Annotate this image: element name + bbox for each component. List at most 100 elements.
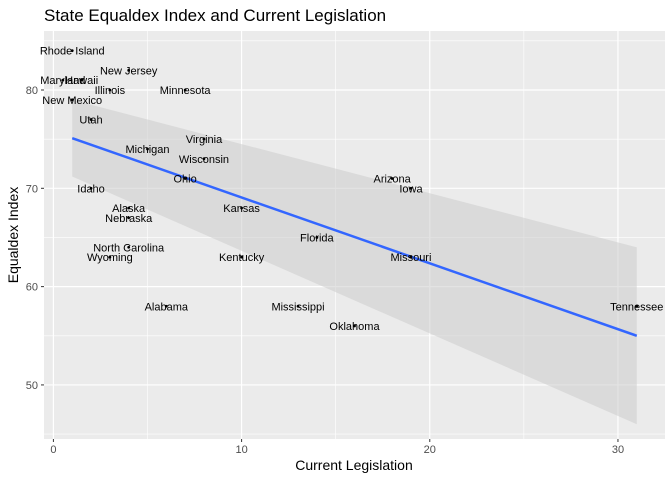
point-label: Rhode Island: [40, 46, 105, 58]
point-label: North Carolina: [93, 242, 165, 254]
point-rhode-island: Rhode Island: [40, 46, 105, 58]
point-illinois: Illinois: [95, 85, 126, 97]
point-label: Oklahoma: [329, 321, 380, 333]
point-label: Wyoming: [87, 252, 133, 264]
point-label: Mississippi: [271, 301, 324, 313]
point-marker: [70, 98, 74, 102]
point-marker: [635, 304, 639, 308]
point-marker: [183, 88, 187, 92]
point-label: Kansas: [223, 203, 260, 215]
point-label: Tennessee: [610, 301, 663, 313]
point-missouri: Missouri: [390, 252, 431, 264]
point-florida: Florida: [300, 232, 335, 244]
point-michigan: Michigan: [125, 144, 169, 156]
y-axis-ticks: 50 60 70 80: [26, 85, 44, 392]
point-marker: [70, 49, 74, 53]
point-marker: [353, 324, 356, 328]
point-marker: [127, 206, 131, 210]
point-marker: [127, 245, 131, 249]
point-marker: [409, 255, 413, 259]
point-marker: [315, 236, 319, 239]
point-oklahoma: Oklahoma: [329, 321, 380, 333]
point-label: Iowa: [399, 183, 423, 195]
x-tick-label: 0: [50, 444, 56, 456]
point-marker: [89, 118, 93, 121]
point-marker: [202, 157, 206, 161]
point-label: Missouri: [390, 252, 431, 264]
point-label: New Jersey: [100, 65, 158, 77]
point-marker: [127, 216, 131, 220]
point-label: Minnesota: [160, 85, 212, 97]
point-marker: [108, 255, 112, 259]
point-north-carolina: North Carolina: [93, 242, 165, 254]
point-wisconsin: Wisconsin: [179, 154, 229, 166]
point-label: Alaska: [112, 203, 146, 215]
point-label: Alabama: [145, 301, 189, 313]
point-marker: [146, 147, 149, 151]
point-alaska: Alaska: [112, 203, 146, 215]
chart-title: State Equaldex Index and Current Legisla…: [44, 6, 386, 25]
x-axis-ticks: 0 10 20 30: [50, 439, 624, 456]
point-idaho: Idaho: [77, 183, 105, 195]
y-axis-title: Equaldex Index: [5, 187, 21, 284]
point-label: Wisconsin: [179, 154, 229, 166]
point-label: Arizona: [373, 173, 411, 185]
point-kentucky: Kentucky: [219, 252, 265, 264]
point-new-mexico: New Mexico: [42, 95, 102, 107]
point-new-jersey: New Jersey: [100, 65, 158, 77]
point-label: Ohio: [174, 173, 197, 185]
point-marker: [183, 177, 187, 180]
point-label: Nebraska: [105, 213, 153, 225]
point-label: Michigan: [125, 144, 169, 156]
point-label: Maryland: [40, 75, 85, 87]
point-ohio: Ohio: [174, 173, 197, 185]
point-label: Kentucky: [219, 252, 265, 264]
point-label: Illinois: [95, 85, 126, 97]
point-arizona: Arizona: [373, 173, 411, 185]
point-label: Florida: [300, 232, 335, 244]
y-tick-label: 70: [26, 183, 38, 195]
point-marker: [127, 68, 131, 72]
confidence-band-area: [72, 99, 637, 425]
x-tick-label: 20: [424, 444, 436, 456]
point-marker: [164, 304, 168, 308]
point-wyoming: Wyoming: [87, 252, 133, 264]
point-marker: [390, 177, 394, 180]
point-marker: [240, 255, 243, 259]
point-label: Virginia: [186, 134, 223, 146]
point-tennessee: Tennessee: [610, 301, 663, 313]
point-label: Hawaii: [65, 75, 98, 87]
point-marker: [296, 304, 300, 308]
y-tick-label: 50: [26, 380, 38, 392]
y-tick-label: 80: [26, 85, 38, 97]
x-tick-label: 30: [612, 444, 624, 456]
point-marker: [80, 78, 84, 82]
point-iowa: Iowa: [399, 183, 423, 195]
point-marker: [61, 78, 65, 82]
point-marker: [409, 186, 413, 190]
point-minnesota: Minnesota: [160, 85, 212, 97]
point-hawaii: Hawaii: [65, 75, 98, 87]
point-label: Utah: [79, 114, 102, 126]
point-utah: Utah: [79, 114, 102, 126]
x-tick-label: 10: [235, 444, 247, 456]
regression-line: [71, 136, 638, 337]
point-marker: [108, 88, 112, 92]
y-tick-label: 60: [26, 282, 38, 294]
confidence-band: [72, 99, 637, 425]
point-label: New Mexico: [42, 95, 102, 107]
point-nebraska: Nebraska: [105, 213, 153, 225]
point-marker: [89, 186, 93, 190]
x-axis-title: Current Legislation: [295, 457, 413, 473]
point-marker: [202, 137, 206, 141]
point-virginia: Virginia: [186, 134, 223, 146]
point-mississippi: Mississippi: [271, 301, 324, 313]
point-alabama: Alabama: [145, 301, 189, 313]
trend-line: [71, 136, 638, 337]
point-maryland: Maryland: [40, 75, 85, 87]
point-marker: [240, 206, 243, 210]
point-label: Idaho: [77, 183, 105, 195]
point-kansas: Kansas: [223, 203, 260, 215]
